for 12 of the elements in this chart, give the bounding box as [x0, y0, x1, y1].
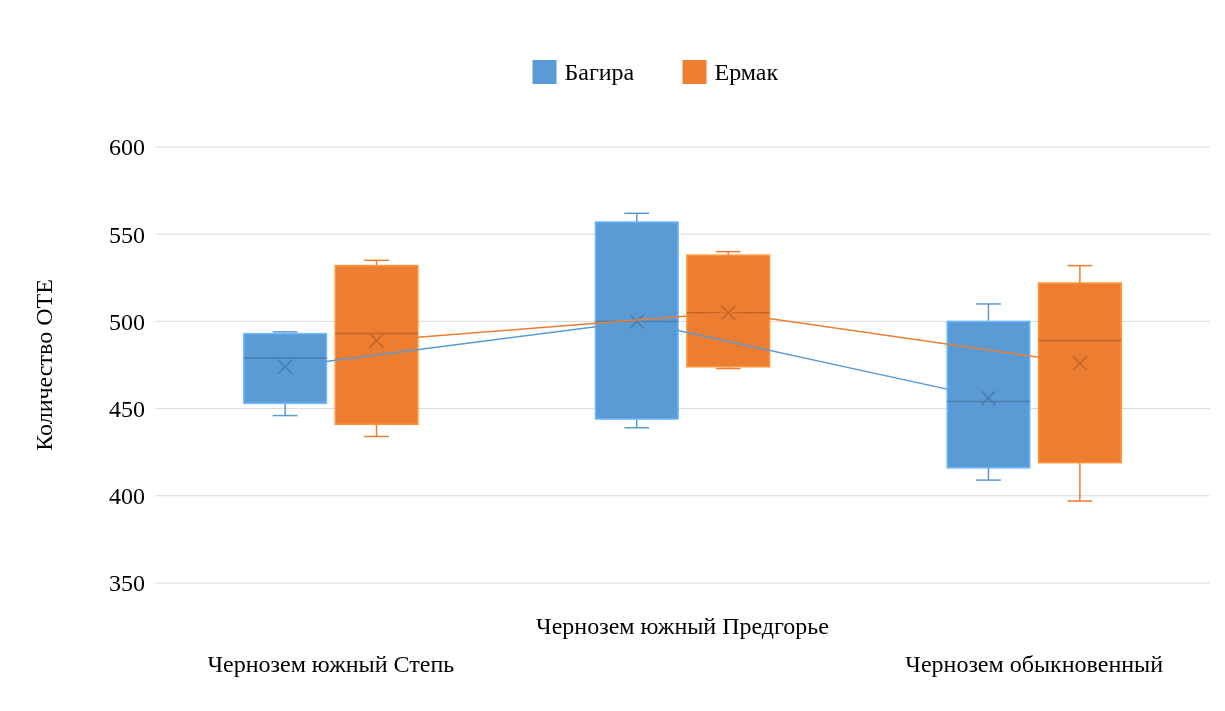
y-tick-label: 500: [109, 308, 145, 335]
y-tick-label: 600: [109, 134, 145, 161]
y-tick-label: 450: [109, 396, 145, 422]
y-tick-label: 400: [109, 483, 145, 510]
legend-label: Багира: [564, 59, 635, 86]
y-tick-label: 350: [109, 570, 145, 597]
x-tick-label: Чернозем южный Степь: [207, 651, 455, 677]
x-tick-label: Чернозем южный Предгорье: [536, 613, 829, 639]
x-tick-label: Чернозем обыкновенный: [905, 651, 1164, 677]
y-tick-label: 550: [109, 221, 145, 248]
legend-label: Ермак: [714, 59, 779, 86]
y-axis-title: Количество ОТЕ: [31, 279, 57, 451]
